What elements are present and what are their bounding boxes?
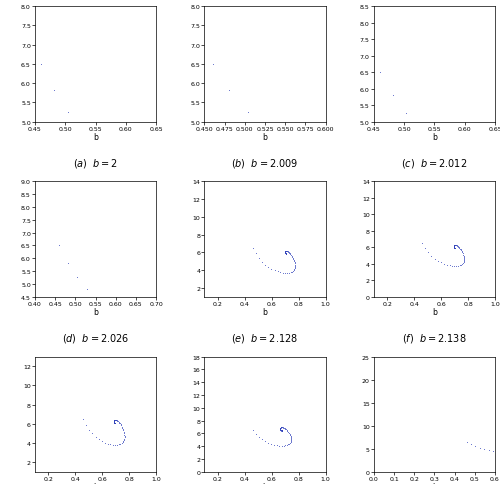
Text: $(f)$  $b = 2.138$: $(f)$ $b = 2.138$ (402, 332, 467, 345)
Text: $(b)$  $b = 2.009$: $(b)$ $b = 2.009$ (232, 157, 298, 170)
Text: $(e)$  $b = 2.128$: $(e)$ $b = 2.128$ (232, 332, 298, 345)
X-axis label: b: b (432, 483, 437, 484)
Text: $(d)$  $b = 2.026$: $(d)$ $b = 2.026$ (62, 332, 129, 345)
Text: $(a)$  $b = 2$: $(a)$ $b = 2$ (73, 157, 118, 170)
X-axis label: b: b (432, 308, 437, 317)
X-axis label: b: b (93, 308, 98, 317)
X-axis label: b: b (262, 308, 268, 317)
X-axis label: b: b (432, 133, 437, 142)
X-axis label: b: b (93, 133, 98, 142)
X-axis label: b: b (93, 483, 98, 484)
Text: $(c)$  $b = 2.012$: $(c)$ $b = 2.012$ (402, 157, 468, 170)
X-axis label: b: b (262, 483, 268, 484)
X-axis label: b: b (262, 133, 268, 142)
